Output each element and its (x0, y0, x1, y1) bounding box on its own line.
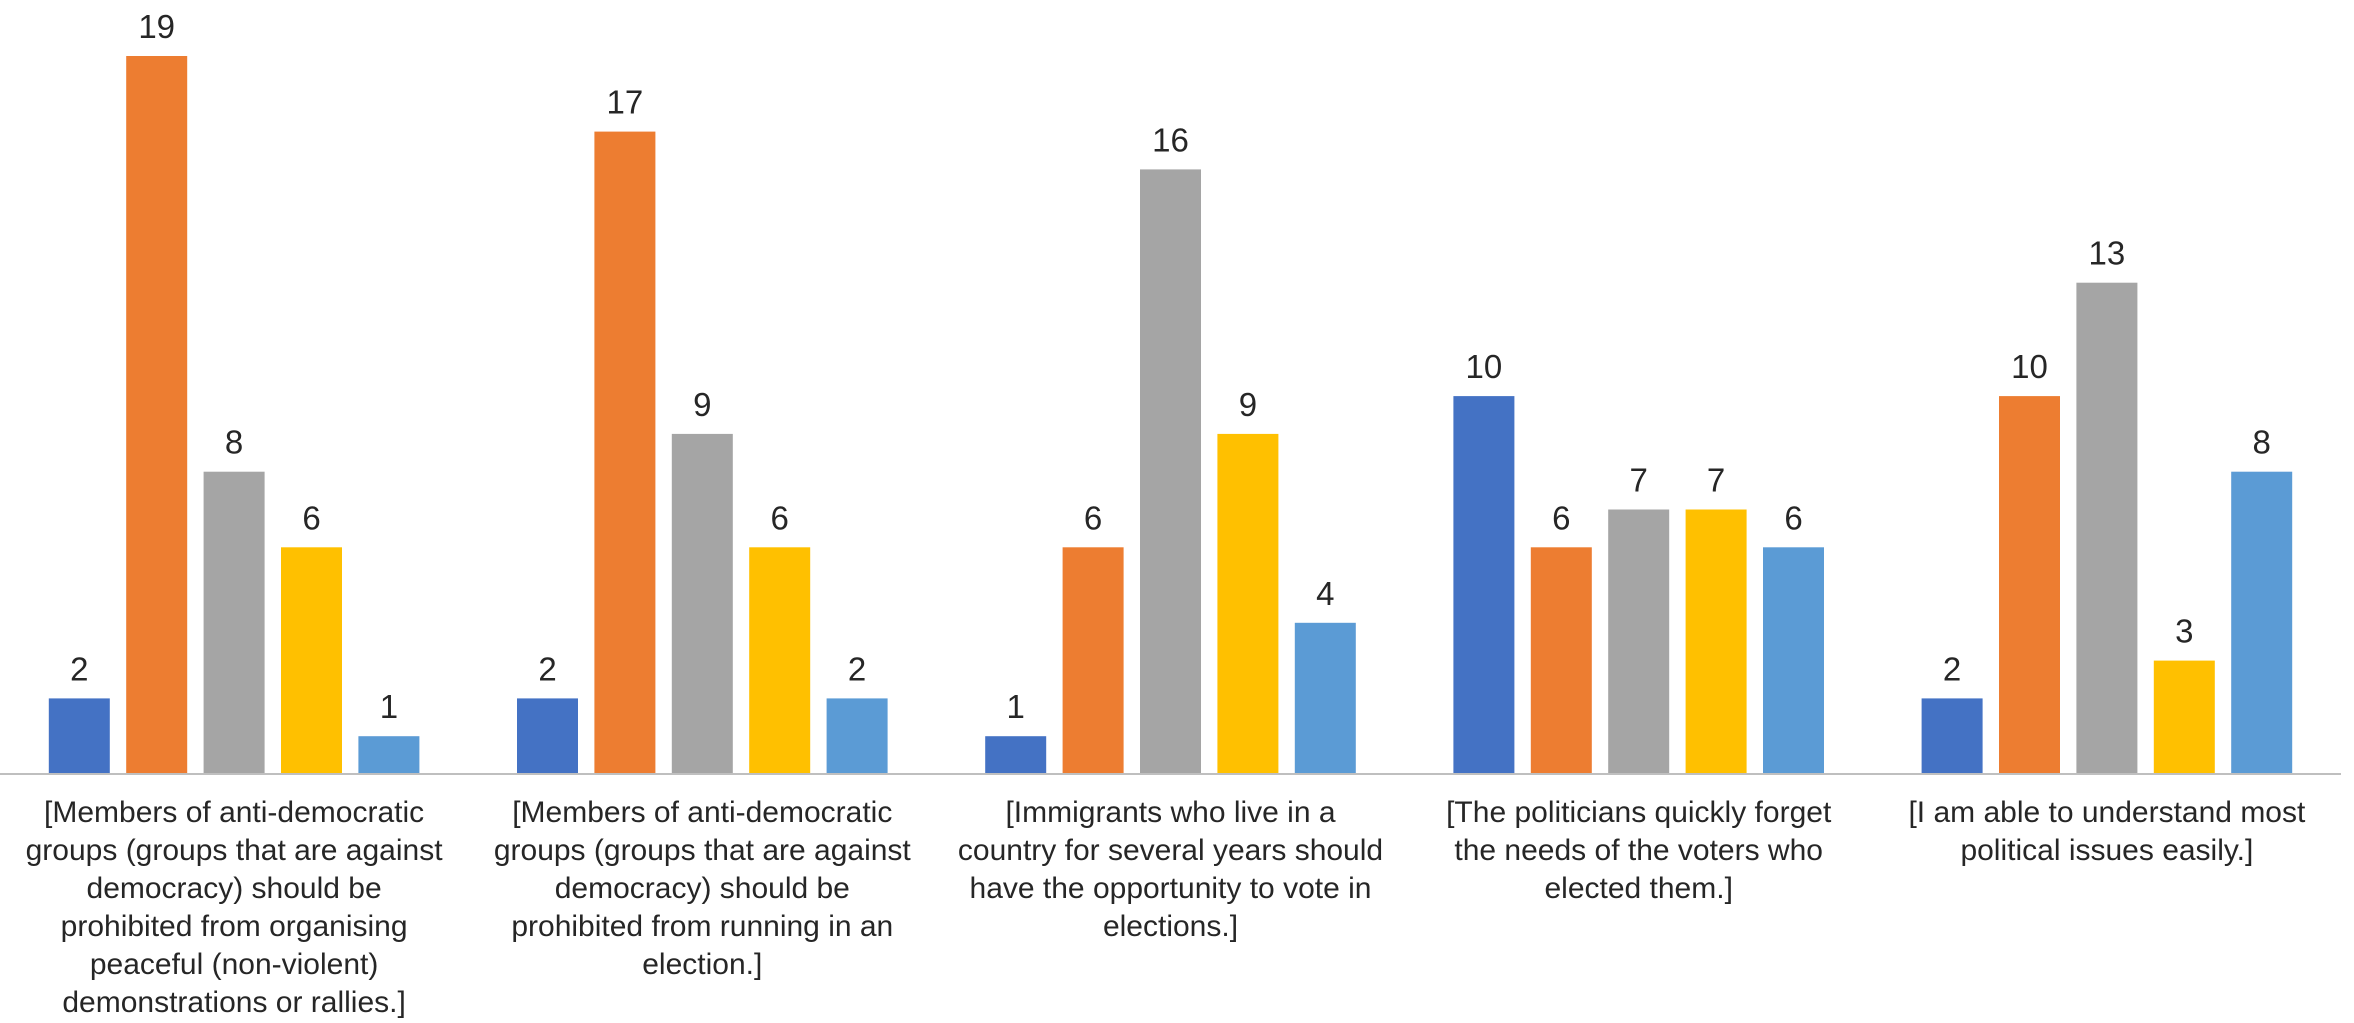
category-label-1: [Members of anti-democratic groups (group… (5, 794, 463, 1022)
category-label-line: [I am able to understand most (1908, 796, 2306, 829)
bar-3-3 (1140, 169, 1201, 774)
bar-1-1 (48, 698, 110, 774)
data-label-4-4: 7 (1707, 462, 1725, 499)
data-label-3-3: 16 (1152, 121, 1189, 158)
data-label-1-1: 2 (70, 650, 88, 687)
category-label-line: prohibited from running in an (511, 910, 894, 943)
data-label-4-2: 6 (1552, 499, 1570, 536)
data-label-5-5: 8 (2253, 424, 2271, 461)
category-label-5: [I am able to understand most political i… (1878, 794, 2336, 870)
data-label-3-5: 4 (1316, 575, 1334, 612)
bar-5-1 (1921, 698, 1983, 774)
bar-3-5 (1294, 622, 1356, 774)
bar-4-5 (1763, 547, 1824, 774)
bar-2-2 (594, 131, 656, 775)
data-label-2-1: 2 (538, 650, 556, 687)
data-label-4-5: 6 (1784, 499, 1802, 536)
bar-4-3 (1608, 509, 1670, 774)
data-label-5-3: 13 (2089, 235, 2126, 272)
bar-3-1 (985, 736, 1047, 774)
bar-2-3 (671, 433, 733, 774)
category-label-line: demonstrations or rallies.] (62, 986, 406, 1019)
category-label-line: have the opportunity to vote in (969, 872, 1372, 905)
bar-1-5 (358, 736, 420, 774)
bar-5-2 (1999, 396, 2060, 774)
category-label-line: democracy) should be (86, 872, 382, 905)
bar-2-1 (517, 698, 578, 774)
bar-2-5 (826, 698, 888, 774)
category-label-line: elected them.] (1544, 872, 1733, 905)
bar-4-1 (1453, 396, 1515, 774)
category-label-line: [Immigrants who live in a (1005, 796, 1336, 829)
data-label-3-2: 6 (1084, 499, 1102, 536)
category-label-line: [The politicians quickly forget (1446, 796, 1832, 829)
data-label-2-3: 9 (693, 386, 711, 423)
category-label-line: elections.] (1102, 910, 1239, 943)
data-label-2-2: 17 (607, 84, 644, 121)
data-label-5-4: 3 (2175, 613, 2193, 650)
bar-4-2 (1530, 547, 1592, 774)
category-label-line: [Members of anti-democratic (44, 796, 425, 829)
bar-5-3 (2076, 282, 2138, 774)
data-label-2-5: 2 (848, 650, 866, 687)
data-label-2-4: 6 (771, 499, 789, 536)
bar-5-5 (2231, 471, 2293, 774)
category-label-line: election.] (642, 948, 763, 981)
bar-3-4 (1217, 433, 1279, 774)
data-label-4-1: 10 (1466, 348, 1503, 385)
data-label-1-3: 8 (225, 424, 243, 461)
data-label-1-5: 1 (380, 688, 398, 725)
data-label-3-1: 1 (1007, 688, 1025, 725)
category-label-line: democracy) should be (554, 872, 850, 905)
bar-5-4 (2153, 660, 2215, 774)
data-label-1-4: 6 (302, 499, 320, 536)
category-label-line: prohibited from organising (60, 910, 408, 943)
category-label-line: peaceful (non-violent) (89, 948, 379, 981)
category-label-line: [Members of anti-democratic (512, 796, 893, 829)
category-label-line: political issues easily.] (1960, 834, 2254, 867)
data-label-3-4: 9 (1239, 386, 1257, 423)
data-label-5-2: 10 (2011, 348, 2048, 385)
bar-1-2 (126, 56, 188, 774)
bar-2-4 (749, 547, 811, 774)
category-label-line: the needs of the voters who (1454, 834, 1823, 867)
category-label-4: [The politicians quickly forget the needs… (1410, 794, 1868, 908)
category-label-line: country for several years should (957, 834, 1384, 867)
bar-1-3 (203, 471, 265, 774)
category-label-line: groups (groups that are against (25, 834, 443, 867)
bar-3-2 (1062, 547, 1124, 774)
data-label-1-2: 19 (138, 8, 175, 45)
bars-layer (48, 56, 2293, 775)
bar-1-4 (281, 547, 342, 774)
category-label-3: [Immigrants who live in a country for sev… (942, 794, 1400, 946)
bar-4-4 (1685, 509, 1747, 774)
data-label-4-3: 7 (1630, 462, 1648, 499)
data-label-5-1: 2 (1943, 650, 1961, 687)
category-label-2: [Members of anti-democratic groups (group… (473, 794, 931, 984)
category-label-line: groups (groups that are against (493, 834, 911, 867)
